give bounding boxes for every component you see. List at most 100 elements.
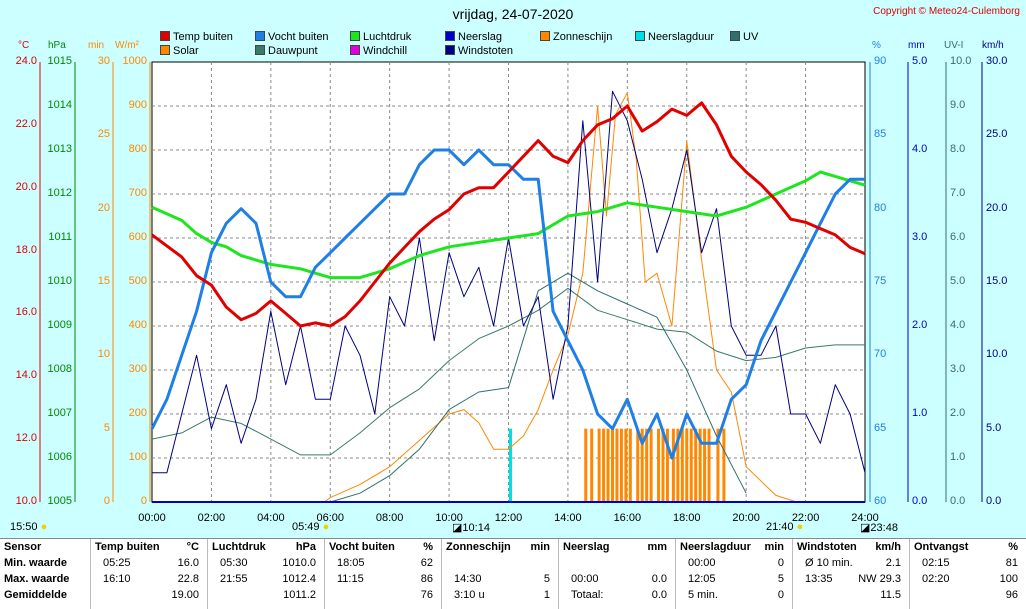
y-tick-sun: 20 [97,201,110,214]
y-tick-uv: 8.0 [950,143,966,155]
rainduration-bar [508,428,512,502]
sunshine-bar [657,428,661,502]
y-tick-temp: 14.0 [15,369,37,382]
y-tick-solar: 800 [128,143,147,155]
event-time: 05:49 ● [292,521,330,533]
y-tick-solar: 100 [128,451,147,463]
y-tick-humidity: 65 [874,421,887,434]
legend-temp: Temp buiten [160,31,233,43]
y-tick-uv: 1.0 [950,451,966,463]
sunshine-bar [615,428,619,502]
axis-unit-solar: W/m² [115,40,139,51]
stats-table: Sensor Min. waarde Max. waarde Gemiddeld… [0,538,1026,609]
axis-unit-uv: UV-I [944,40,964,51]
stats-col-humidity: Vocht buiten% 18:05 62 11:15 86 76 [324,539,441,609]
y-tick-pressure: 1010 [47,275,72,287]
stats-col-windgust: Windstoten km/h Ø 10 min. 2.1 13:35 NW 29.3… [792,539,909,609]
axis-unit-rain: mm [908,40,925,51]
y-tick-rain: 1.0 [912,407,928,419]
legend-windchill: Windchill [350,45,407,57]
event-time: 21:40 ● [766,521,804,533]
y-tick-humidity: 70 [874,348,887,361]
x-tick: 16:00 [613,512,642,524]
legend-rainduration: Neerslagduur [635,31,714,43]
sunshine-bar [707,428,711,502]
y-tick-temp: 24.0 [15,55,37,67]
y-tick-wind: 30.0 [986,55,1008,67]
y-tick-pressure: 1006 [47,451,72,463]
sunshine-bar [640,428,644,502]
sunshine-bar [597,428,601,502]
y-tick-uv: 9.0 [950,99,966,111]
y-tick-humidity: 75 [874,275,887,287]
y-tick-wind: 25.0 [986,128,1008,141]
y-tick-wind: 10.0 [986,348,1008,361]
stats-col-rainduration: Neerslagduur min 00:00 0 12:05 5 5 min. 0 [675,539,792,609]
series-vocht-buiten [150,148,865,460]
y-tick-sun: 0 [103,495,110,507]
sunshine-bar [606,428,610,502]
y-tick-pressure: 1012 [47,187,72,199]
x-tick: 08:00 [375,512,404,524]
y-tick-uv: 4.0 [950,319,966,331]
legend-pressure: Luchtdruk [350,31,411,43]
y-tick-pressure: 1007 [47,407,72,419]
sunshine-bar [584,428,588,502]
y-tick-pressure: 1009 [47,319,72,331]
sunshine-bar [680,428,684,502]
y-tick-rain: 2.0 [912,319,928,331]
sunshine-bar [619,428,623,502]
x-tick: 14:00 [554,512,582,524]
y-tick-temp: 10.0 [15,495,37,507]
y-tick-humidity: 85 [874,128,887,141]
sunshine-bar [624,428,628,502]
x-tick: 12:00 [494,512,523,524]
y-tick-wind: 5.0 [986,421,1002,434]
sunshine-bar [716,428,720,502]
axis-unit-sun: min [88,40,105,51]
y-tick-uv: 10.0 [950,55,972,67]
sunshine-bar [649,428,653,502]
y-tick-pressure: 1005 [47,495,72,507]
y-tick-temp: 16.0 [15,306,37,319]
sunrise-icon: ● [322,521,330,533]
axis-unit-pressure: hPa [48,40,66,51]
series-solar [324,92,797,503]
legend-solar: Solar [160,45,199,57]
y-tick-uv: 5.0 [950,275,966,287]
y-tick-wind: 0.0 [986,495,1002,507]
sunrise-icon: ● [40,521,48,533]
y-tick-temp: 18.0 [15,243,37,256]
legend-rain: Neerslag [445,31,502,43]
sunshine-bar [636,428,640,502]
x-tick: 22:00 [791,512,820,524]
sunshine-bar [665,428,669,502]
x-tick: 00:00 [138,512,166,524]
y-tick-sun: 10 [97,348,110,361]
sunshine-bar [645,428,649,502]
sunshine-bar [661,428,665,502]
series-dauwpunt [151,287,865,456]
sunshine-bar [671,428,675,502]
weather-chart [39,61,983,503]
y-tick-uv: 0.0 [950,495,966,507]
y-tick-humidity: 80 [874,201,887,214]
y-tick-uv: 3.0 [950,363,966,375]
sunshine-bar [590,428,594,502]
y-tick-sun: 25 [97,128,110,141]
y-tick-pressure: 1013 [47,143,72,155]
y-tick-solar: 0 [140,495,147,507]
axis-unit-temp: °C [18,40,30,51]
legend-humidity: Vocht buiten [255,31,329,43]
event-time: ◪10:14 [452,522,490,534]
y-tick-pressure: 1008 [47,363,72,375]
moonset-icon: ◪ [860,522,871,534]
y-tick-solar: 600 [128,231,147,243]
y-tick-solar: 200 [128,407,147,419]
stats-col-pressure: Luchtdruk hPa 05:30 1010.0 21:55 1012.4 101… [207,539,324,609]
event-time: 15:50 ● [10,521,48,533]
stats-col-rain: Neerslag mm 00:00 0.0 Totaal: 0.0 [558,539,675,609]
series-luchtdruk [151,170,866,280]
moonrise-icon: ◪ [452,522,463,534]
